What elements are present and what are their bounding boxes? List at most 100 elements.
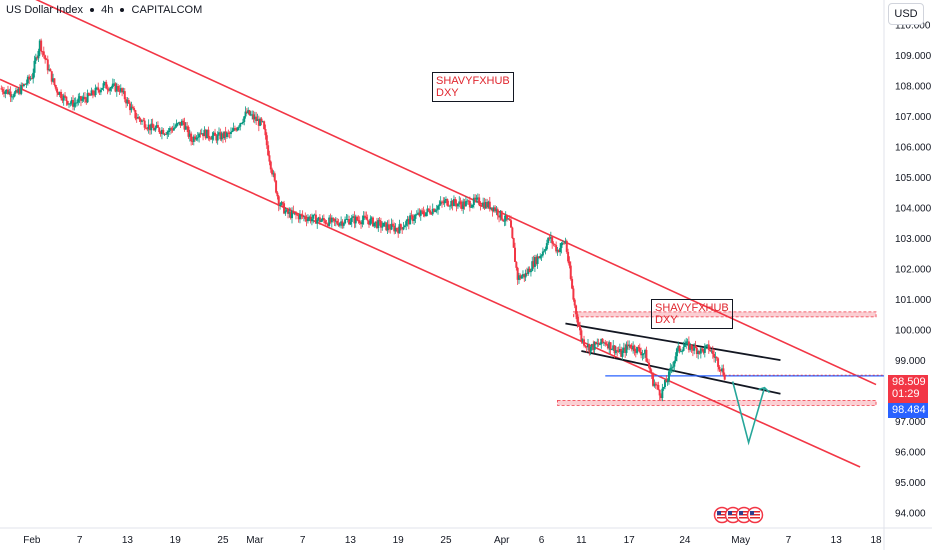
separator-dot [120,8,125,13]
candle-body [541,251,544,256]
candle-body [131,106,134,109]
candle-body [502,219,505,221]
candle-body [373,222,376,227]
candle-body [272,173,275,175]
candle-body [143,120,146,128]
candle-body [155,125,158,128]
candle-body [247,110,250,113]
y-tick-label: 107.000 [895,112,932,123]
candle-body [369,218,372,225]
candle-body [434,210,437,212]
candle-body [37,50,40,59]
candle-body [192,136,195,142]
candle-body [625,344,628,353]
candle-body [626,344,629,347]
candle-body [235,129,238,131]
channel-upper-line[interactable] [24,0,877,386]
candle-body [491,207,494,212]
candle-body [528,268,531,273]
candle-body [604,342,607,344]
currency-button[interactable]: USD [888,3,924,25]
candle-body [90,90,93,96]
candle-body [563,242,566,244]
candle-body [186,126,189,128]
watermark-label-1[interactable]: SHAVYFXHUB DXY [432,72,514,102]
candle-body [179,122,182,126]
candle-body [46,59,49,71]
y-tick-label: 101.000 [895,295,932,306]
candle-body [241,121,244,124]
candle-body [325,223,328,225]
candle-body [690,344,693,350]
candle-body [244,111,247,117]
us-flag-event-icon[interactable] [746,506,764,524]
candle-body [527,268,530,274]
projection-path[interactable] [731,381,766,446]
candle-body [512,238,515,248]
candle-body [54,85,57,89]
candle-body [89,95,92,96]
candle-body [448,205,451,207]
candle-body [464,201,467,207]
candle-body [474,197,477,200]
candle-body [557,250,560,253]
candle-body [405,221,408,226]
candle-body [49,69,52,72]
candle-body [68,103,71,105]
y-tick-label: 95.000 [895,478,926,489]
candle-body [579,326,582,331]
source-label: CAPITALCOM [131,4,203,16]
candle-body [218,132,221,135]
candle-body [281,202,284,204]
candle-body [544,249,547,251]
candle-body [135,118,138,120]
candle-body [621,350,624,357]
black-trendline-upper[interactable] [565,322,781,362]
candle-body [467,200,470,202]
symbol-name[interactable]: US Dollar Index [6,4,84,16]
candle-body [294,212,297,215]
candle-body [81,99,84,101]
candle-body [248,110,251,116]
candle-body [561,242,564,244]
candle-body [163,133,166,135]
candle-body [488,201,491,210]
candle-body [543,250,546,252]
candle-body [409,215,412,225]
candle-body [256,119,259,121]
candle-body [349,221,352,225]
candle-body [590,344,593,347]
candle-body [4,91,7,94]
watermark-label-2[interactable]: SHAVYFXHUB DXY [651,299,733,329]
interval-label[interactable]: 4h [101,4,114,16]
candle-body [127,100,130,104]
candle-body [370,217,373,219]
candle-body [16,90,19,93]
candle-body [713,354,716,358]
candle-body [280,202,283,205]
candle-body [618,349,621,352]
candle-body [21,84,24,87]
candle-body [597,343,600,345]
candle-body [577,322,580,327]
candle-body [506,215,509,219]
x-tick-label: May [731,535,750,546]
candle-body [102,83,105,89]
candle-body [130,106,133,111]
y-tick-label: 108.000 [895,81,932,92]
candle-body [717,358,720,367]
candle-body [204,129,207,139]
x-tick-label: 19 [393,535,405,546]
event-flags[interactable] [713,506,769,524]
candle-body [313,214,316,216]
candle-body [583,339,586,346]
black-trendline-lower[interactable] [581,350,781,395]
candle-body [573,299,576,306]
channel-lower-line[interactable] [0,78,861,468]
candle-body [593,342,596,350]
candle-body [61,98,64,101]
candle-body [158,127,161,133]
candle-body [156,125,159,128]
